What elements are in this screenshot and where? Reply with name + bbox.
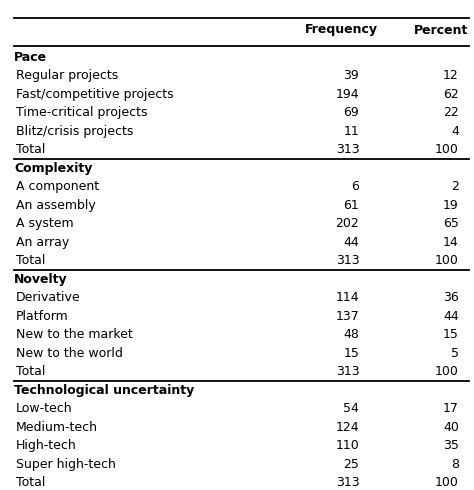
Text: 110: 110 — [336, 439, 359, 452]
Text: 14: 14 — [443, 236, 459, 249]
Text: 65: 65 — [443, 217, 459, 230]
Text: 2: 2 — [451, 180, 459, 193]
Text: 35: 35 — [443, 439, 459, 452]
Text: 114: 114 — [336, 291, 359, 304]
Text: 39: 39 — [344, 69, 359, 82]
Text: Complexity: Complexity — [14, 162, 92, 175]
Text: Time-critical projects: Time-critical projects — [16, 106, 148, 119]
Text: Total: Total — [16, 254, 46, 267]
Text: 11: 11 — [344, 125, 359, 138]
Text: An assembly: An assembly — [16, 199, 96, 212]
Text: Blitz/crisis projects: Blitz/crisis projects — [16, 125, 134, 138]
Text: Pace: Pace — [14, 51, 47, 64]
Text: 8: 8 — [451, 458, 459, 471]
Text: Total: Total — [16, 476, 46, 489]
Text: 22: 22 — [443, 106, 459, 119]
Text: 44: 44 — [443, 310, 459, 323]
Text: 202: 202 — [336, 217, 359, 230]
Text: New to the market: New to the market — [16, 328, 133, 341]
Text: 100: 100 — [435, 365, 459, 378]
Text: 6: 6 — [351, 180, 359, 193]
Text: 313: 313 — [336, 476, 359, 489]
Text: Novelty: Novelty — [14, 273, 68, 286]
Text: 5: 5 — [451, 347, 459, 360]
Text: Total: Total — [16, 143, 46, 156]
Text: 137: 137 — [336, 310, 359, 323]
Text: 62: 62 — [443, 88, 459, 101]
Text: 17: 17 — [443, 402, 459, 415]
Text: Fast/competitive projects: Fast/competitive projects — [16, 88, 174, 101]
Text: An array: An array — [16, 236, 70, 249]
Text: 124: 124 — [336, 421, 359, 434]
Text: 313: 313 — [336, 254, 359, 267]
Text: 4: 4 — [451, 125, 459, 138]
Text: A component: A component — [16, 180, 100, 193]
Text: 15: 15 — [443, 328, 459, 341]
Text: 100: 100 — [435, 476, 459, 489]
Text: Platform: Platform — [16, 310, 69, 323]
Text: Total: Total — [16, 365, 46, 378]
Text: 313: 313 — [336, 365, 359, 378]
Text: 19: 19 — [443, 199, 459, 212]
Text: 48: 48 — [343, 328, 359, 341]
Text: 36: 36 — [443, 291, 459, 304]
Text: 61: 61 — [344, 199, 359, 212]
Text: Technological uncertainty: Technological uncertainty — [14, 384, 194, 397]
Text: 40: 40 — [443, 421, 459, 434]
Text: 54: 54 — [343, 402, 359, 415]
Text: A system: A system — [16, 217, 74, 230]
Text: Super high-tech: Super high-tech — [16, 458, 116, 471]
Text: Frequency: Frequency — [305, 24, 378, 36]
Text: 313: 313 — [336, 143, 359, 156]
Text: New to the world: New to the world — [16, 347, 123, 360]
Text: 100: 100 — [435, 254, 459, 267]
Text: Medium-tech: Medium-tech — [16, 421, 98, 434]
Text: High-tech: High-tech — [16, 439, 77, 452]
Text: Low-tech: Low-tech — [16, 402, 73, 415]
Text: 25: 25 — [343, 458, 359, 471]
Text: Regular projects: Regular projects — [16, 69, 118, 82]
Text: 194: 194 — [336, 88, 359, 101]
Text: Percent: Percent — [414, 24, 468, 36]
Text: Derivative: Derivative — [16, 291, 81, 304]
Text: 15: 15 — [343, 347, 359, 360]
Text: 12: 12 — [443, 69, 459, 82]
Text: 44: 44 — [344, 236, 359, 249]
Text: 100: 100 — [435, 143, 459, 156]
Text: 69: 69 — [344, 106, 359, 119]
